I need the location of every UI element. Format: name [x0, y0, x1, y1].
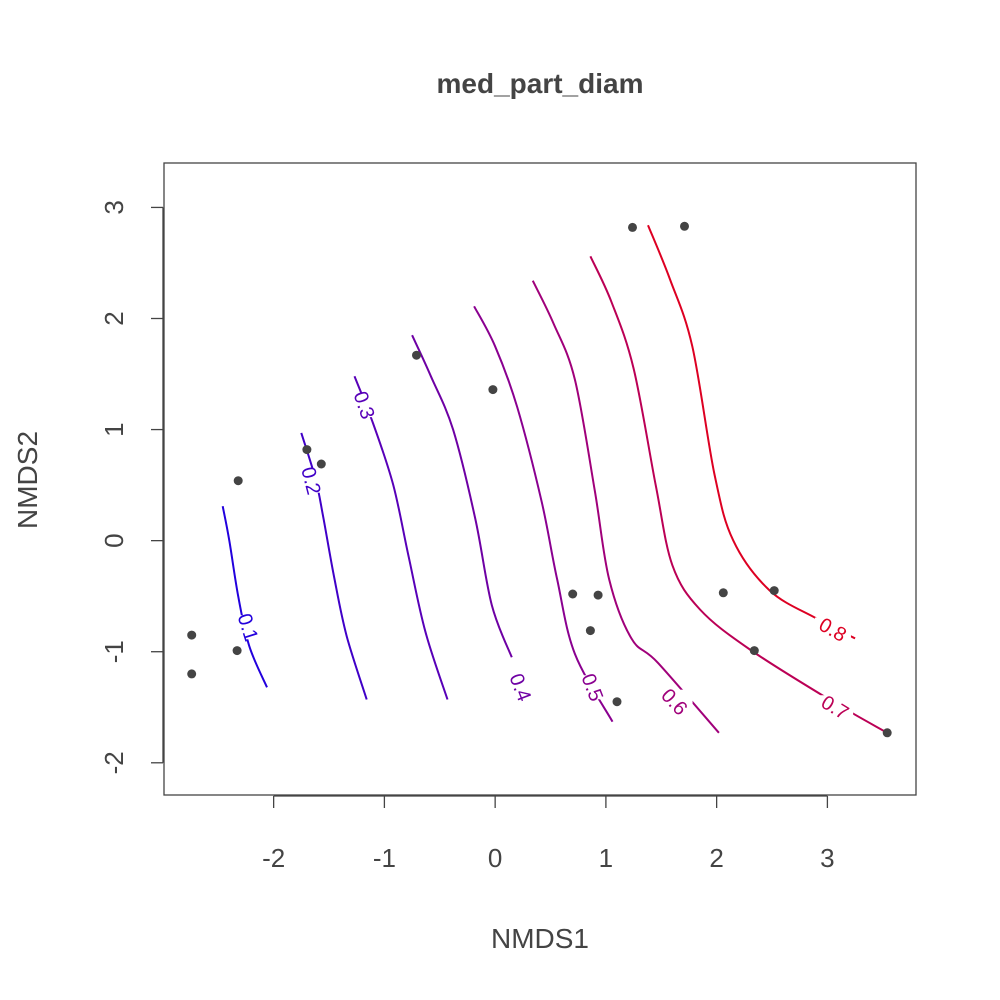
y-axis-title: NMDS2: [12, 431, 43, 529]
data-point: [316, 459, 326, 469]
contour-line: [589, 255, 888, 734]
contour-line: [473, 305, 614, 723]
data-points: [187, 221, 892, 738]
contour-line: [221, 506, 268, 688]
contour-line: [411, 334, 513, 658]
x-tick-label: -2: [262, 843, 285, 873]
contour-label-gap: [346, 393, 383, 418]
contour-label-gap: [817, 695, 854, 720]
contour-label-gap: [814, 617, 851, 642]
data-point: [232, 646, 242, 656]
contour-label-gap: [293, 468, 330, 493]
y-tick-label: 1: [99, 422, 129, 436]
x-tick-label: 3: [820, 843, 834, 873]
data-point: [749, 646, 759, 656]
contour-line: [647, 224, 856, 640]
contour-0.8: 0.8: [647, 224, 856, 647]
data-point: [187, 630, 197, 640]
data-point: [302, 445, 312, 455]
data-point: [233, 476, 243, 486]
data-point: [585, 626, 595, 636]
x-axis: -2 -1 0 1 2 3: [262, 795, 835, 873]
contour-label-gap: [230, 615, 267, 640]
x-axis-title: NMDS1: [491, 923, 589, 954]
data-point: [568, 589, 578, 599]
y-tick-label: 3: [99, 200, 129, 214]
contour-0.4: 0.4: [411, 334, 539, 705]
x-tick-label: 2: [709, 843, 723, 873]
data-point: [680, 221, 689, 231]
chart-title: med_part_diam: [437, 68, 644, 99]
y-tick-label: 2: [99, 311, 129, 325]
data-point: [882, 728, 892, 738]
data-point: [718, 588, 728, 598]
contour-0.2: 0.2: [293, 432, 368, 700]
plot-frame: [163, 162, 917, 796]
contour-lines: 0.1 0.20.30.4 0.5 0.6 0.70.8: [221, 224, 888, 734]
x-tick-label: 1: [599, 843, 613, 873]
contour-label-gap: [656, 689, 693, 714]
contour-0.3: 0.3: [346, 375, 449, 700]
data-point: [488, 385, 498, 395]
data-point: [593, 590, 603, 600]
y-axis: -2 -1 0 1 2 3: [99, 200, 164, 774]
data-point: [412, 350, 421, 360]
contour-0.7: 0.7: [589, 255, 888, 734]
x-tick-label: -1: [373, 843, 396, 873]
data-point: [628, 222, 637, 232]
x-tick-label: 0: [488, 843, 502, 873]
contour-0.6: 0.6: [531, 280, 720, 734]
contour-0.5: 0.5: [473, 305, 614, 723]
data-point: [769, 586, 779, 596]
contour-0.1: 0.1: [221, 506, 268, 688]
data-point: [187, 669, 197, 679]
y-tick-label: 0: [99, 533, 129, 547]
contour-label-gap: [574, 675, 611, 700]
contour-label-gap: [502, 675, 539, 700]
contour-line: [353, 375, 449, 700]
data-point: [612, 697, 622, 707]
y-tick-label: -1: [99, 640, 129, 663]
y-tick-label: -2: [99, 751, 129, 774]
contour-line: [531, 280, 720, 734]
